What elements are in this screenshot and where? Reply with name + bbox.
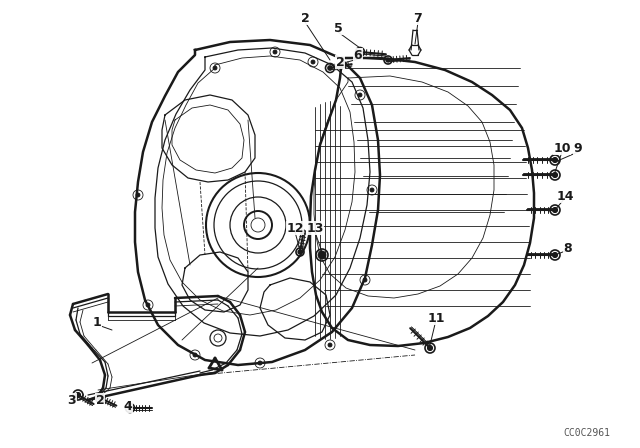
Circle shape — [273, 50, 277, 54]
Text: 10: 10 — [553, 142, 571, 155]
Text: 7: 7 — [413, 12, 422, 25]
Text: 13: 13 — [307, 221, 324, 234]
Circle shape — [128, 406, 132, 410]
Circle shape — [298, 250, 302, 254]
Circle shape — [358, 50, 362, 54]
Circle shape — [428, 346, 432, 350]
Circle shape — [553, 173, 557, 177]
Circle shape — [311, 60, 315, 64]
Text: 2: 2 — [301, 12, 309, 25]
Text: 1: 1 — [93, 315, 101, 328]
Circle shape — [386, 58, 390, 62]
Text: 11: 11 — [428, 311, 445, 324]
Circle shape — [328, 343, 332, 347]
Circle shape — [213, 66, 217, 70]
Circle shape — [363, 278, 367, 282]
Text: 2: 2 — [95, 393, 104, 406]
Text: 3: 3 — [68, 393, 76, 406]
Text: 14: 14 — [556, 190, 573, 202]
Text: 6: 6 — [354, 48, 362, 61]
Circle shape — [319, 252, 324, 258]
Text: CC0C2961: CC0C2961 — [563, 428, 610, 438]
Circle shape — [146, 303, 150, 307]
Circle shape — [553, 158, 557, 162]
Circle shape — [98, 396, 102, 400]
Text: 4: 4 — [124, 400, 132, 413]
Circle shape — [553, 253, 557, 257]
Text: 9: 9 — [573, 142, 582, 155]
Circle shape — [258, 361, 262, 365]
Circle shape — [328, 66, 332, 70]
Text: 5: 5 — [333, 22, 342, 34]
Circle shape — [76, 393, 80, 397]
Circle shape — [193, 353, 197, 357]
Text: 2: 2 — [335, 56, 344, 69]
Circle shape — [358, 93, 362, 97]
Circle shape — [553, 208, 557, 212]
Circle shape — [318, 251, 326, 259]
Text: 12: 12 — [286, 221, 304, 234]
Text: 8: 8 — [564, 241, 572, 254]
Circle shape — [370, 188, 374, 192]
Circle shape — [136, 193, 140, 197]
